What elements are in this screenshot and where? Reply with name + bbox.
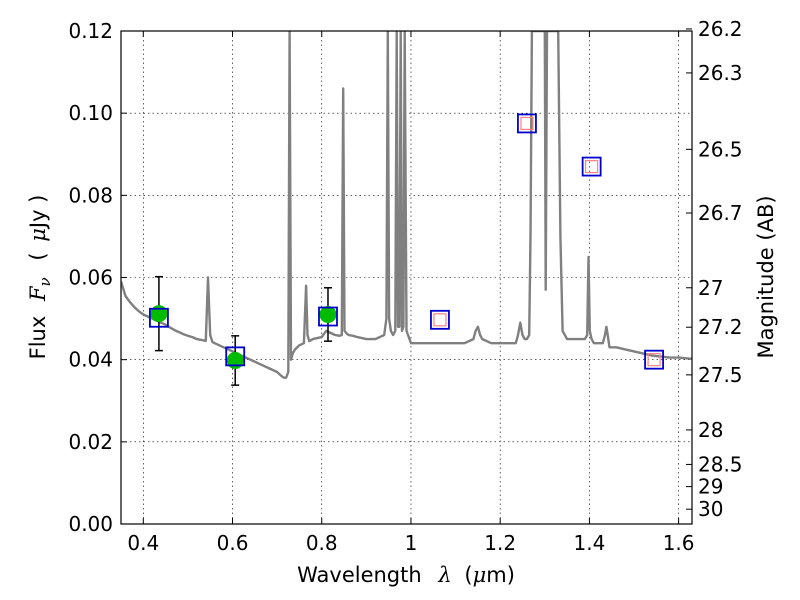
limit-point [433, 313, 447, 327]
x-tick-label: 0.6 [217, 531, 249, 555]
y-axis-unit-mu: μ [26, 228, 50, 242]
x-tick-label: 1.4 [573, 531, 605, 555]
axes-layer: 0.4 0.6 0.8 1 1.2 1.4 1.6 0.00 0.02 0.04 0.06 0.08 0… [68, 17, 742, 555]
y-tick-label: 0.00 [68, 512, 113, 536]
model-point [581, 156, 602, 177]
y-axis-unit-rest: Jy ) [26, 195, 50, 231]
y-tick-label: 0.08 [68, 183, 113, 207]
y2-tick-label: 26.2 [698, 17, 743, 41]
model-point [644, 349, 664, 370]
y2-axis-title: Magnitude (AB) [754, 195, 778, 358]
y2-tick-label: 30 [698, 497, 723, 521]
series-layer [121, 31, 692, 386]
y-axis-unit-open: ( [26, 252, 50, 260]
spectrum-line [121, 31, 692, 379]
y-tick-label: 0.10 [68, 101, 113, 125]
y-tick-label: 0.04 [68, 348, 113, 372]
x-axis-title-text: Wavelength [297, 563, 422, 587]
x-tick-label: 1.2 [484, 531, 516, 555]
model-point [430, 309, 450, 330]
y2-tick-label: 27.2 [698, 315, 743, 339]
x-tick-label: 0.4 [127, 531, 159, 555]
x-tick-label: 1 [405, 531, 418, 555]
y2-tick-label: 29 [698, 475, 723, 499]
y2-tick-label: 27 [698, 276, 723, 300]
limit-point [585, 159, 599, 174]
y2-tick-label: 27.5 [698, 363, 743, 387]
y-axis-title: Flux Fν ( μJy ) [26, 195, 55, 360]
y2-tick-label: 28 [698, 418, 723, 442]
y2-tick-label: 26.5 [698, 137, 743, 161]
model-point [318, 306, 338, 327]
x-axis-unit-rest: m) [486, 563, 515, 587]
model-point [149, 307, 169, 328]
plot-frame [120, 30, 693, 525]
x-tick-label: 1.6 [663, 531, 695, 555]
y2-tick-label: 26.3 [698, 61, 743, 85]
y-tick-label: 0.06 [68, 266, 113, 290]
x-axis-unit-open: ( [464, 563, 472, 587]
x-tick-label: 0.8 [306, 531, 338, 555]
y-axis-subscript: ν [36, 277, 54, 286]
model-point [517, 113, 537, 134]
observed-point [319, 305, 337, 323]
model-point [225, 346, 246, 367]
x-axis-title: Wavelength λ (μm) [297, 563, 515, 587]
y-axis-symbol: F [26, 285, 50, 302]
x-axis-symbol: λ [437, 563, 451, 587]
x-axis-unit-mu: μ [473, 563, 487, 587]
y-tick-label: 0.02 [68, 430, 113, 454]
y2-tick-label: 26.7 [698, 201, 743, 225]
limit-point [647, 353, 661, 367]
y-axis-title-text: Flux [26, 316, 50, 360]
limit-point [520, 116, 534, 131]
y2-tick-label: 28.5 [698, 452, 743, 476]
y-tick-label: 0.12 [68, 19, 113, 43]
